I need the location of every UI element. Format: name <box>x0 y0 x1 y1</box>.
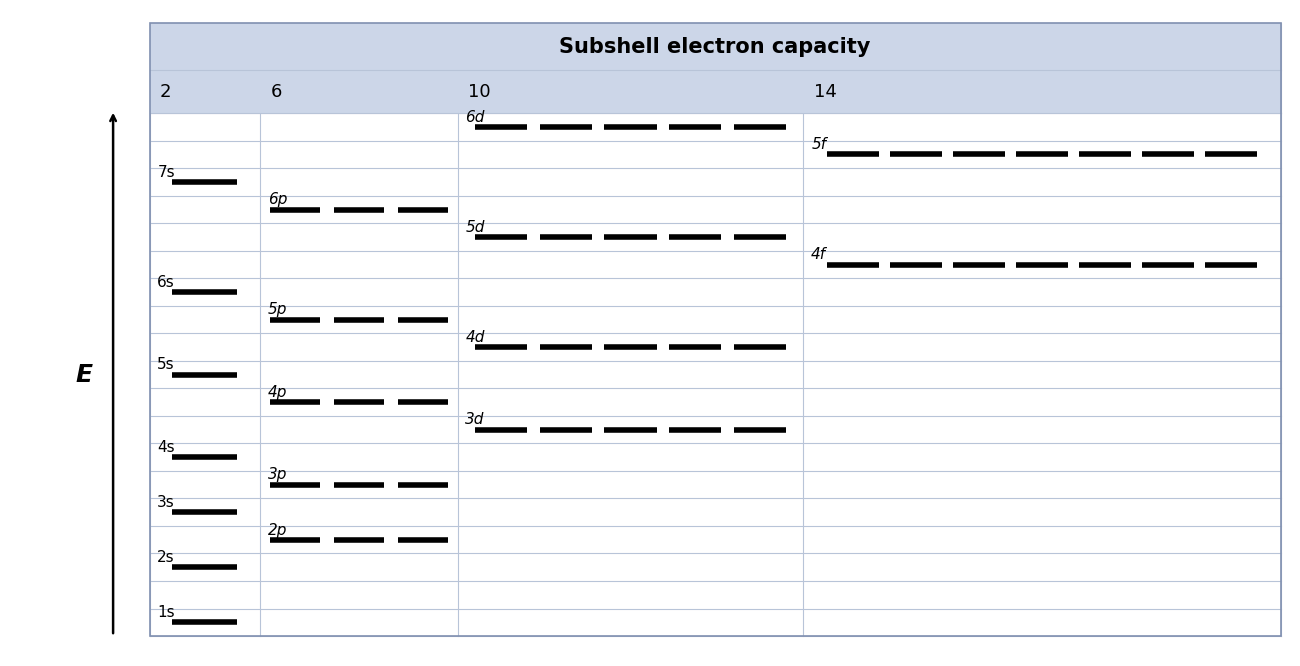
Text: 3s: 3s <box>157 495 176 510</box>
Text: 5d: 5d <box>465 220 485 235</box>
Text: 6: 6 <box>270 83 282 101</box>
Text: 2: 2 <box>160 83 172 101</box>
Text: 2s: 2s <box>157 550 176 565</box>
Text: E: E <box>75 362 94 387</box>
Text: 2p: 2p <box>268 523 287 537</box>
Text: 6d: 6d <box>465 110 485 125</box>
Bar <box>150 23 1280 113</box>
Text: 14: 14 <box>814 83 837 101</box>
Text: 4s: 4s <box>157 440 176 455</box>
Text: 10: 10 <box>468 83 490 101</box>
Text: 4f: 4f <box>811 247 827 262</box>
Bar <box>150 23 1280 636</box>
Text: 6s: 6s <box>157 275 176 290</box>
Text: 5f: 5f <box>811 137 827 153</box>
Text: 6p: 6p <box>268 192 287 207</box>
Text: 1s: 1s <box>157 605 176 620</box>
Text: 4d: 4d <box>465 330 485 345</box>
Text: 5s: 5s <box>157 358 176 372</box>
Text: 3d: 3d <box>465 412 485 428</box>
Text: 4p: 4p <box>268 385 287 400</box>
Text: 3p: 3p <box>268 468 287 482</box>
Text: Subshell electron capacity: Subshell electron capacity <box>559 37 871 57</box>
Text: 5p: 5p <box>268 302 287 318</box>
Text: 7s: 7s <box>157 165 176 180</box>
